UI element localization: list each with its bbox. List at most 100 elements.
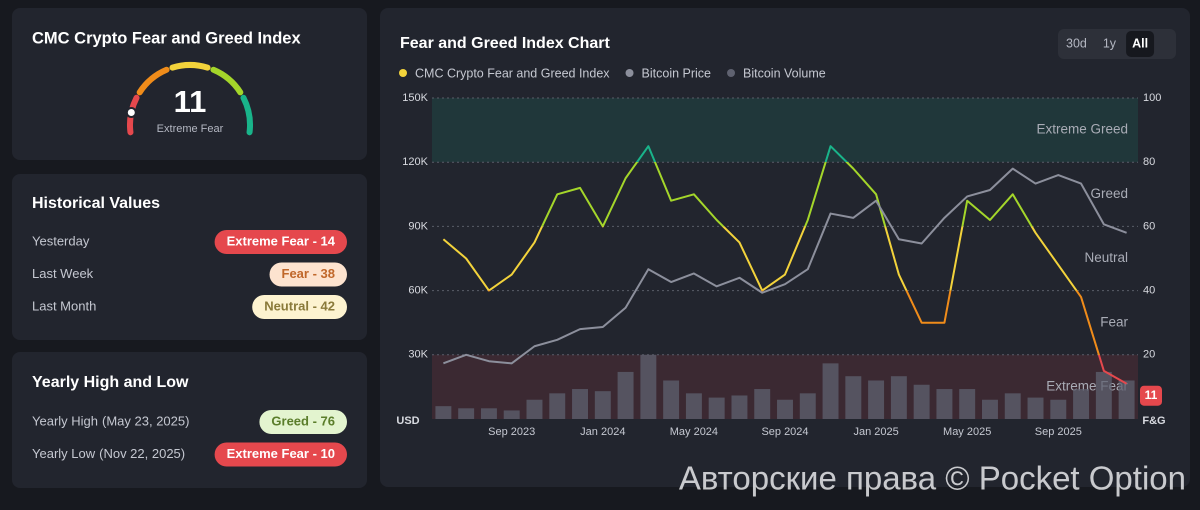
row-label: Yesterday (32, 233, 90, 248)
y2-tick-label: 60 (1143, 220, 1155, 232)
y-tick-label: 60K (408, 285, 428, 297)
badge (259, 410, 347, 434)
volume-bar (526, 399, 543, 419)
gauge-segment (136, 66, 170, 96)
x-tick-label: Sep 2024 (761, 426, 808, 438)
volume-bar (572, 389, 589, 419)
x-tick-label: Sep 2025 (1035, 426, 1082, 438)
row-label: Yearly High (32, 413, 98, 428)
legend-label: Bitcoin Price (642, 66, 712, 80)
zone-label: Neutral (1084, 250, 1128, 265)
zone-label: Greed (1090, 186, 1128, 201)
gauge-value: 11 (174, 84, 207, 119)
chart-card (380, 8, 1190, 487)
zone-band (432, 98, 1138, 163)
gauge-label: Extreme Fear (157, 123, 224, 135)
badge-text: Fear - 38 (282, 266, 335, 281)
volume-bar (959, 389, 976, 419)
volume-bar (503, 410, 520, 419)
volume-bar (1073, 389, 1090, 419)
volume-bar (890, 376, 907, 419)
price-line (443, 167, 1127, 365)
volume-bar (663, 380, 680, 419)
y-tick-label: 90K (408, 220, 428, 232)
badge (214, 230, 347, 254)
gauge-title: CMC Crypto Fear and Greed Index (32, 29, 301, 47)
zone-label: Extreme Greed (1036, 122, 1128, 137)
x-tick-label: Jan 2025 (853, 426, 898, 438)
tab[interactable]: All (1132, 36, 1148, 50)
tab-bg[interactable] (1126, 31, 1155, 57)
current-value: 11 (1145, 388, 1158, 402)
y-tick-label: 150K (402, 92, 428, 104)
volume-bar (845, 376, 862, 419)
gauge-marker (125, 107, 137, 119)
row-label: Last Week (32, 266, 94, 281)
row-date: (Nov 22, 2025) (99, 446, 185, 461)
row-label: Last Month (32, 298, 96, 313)
legend-label: CMC Crypto Fear and Greed Index (415, 66, 610, 80)
historical-title: Historical Values (32, 195, 160, 212)
y-axis-label: USD (396, 415, 419, 427)
volume-bar (1004, 393, 1021, 419)
yearly-title: Yearly High and Low (32, 374, 189, 391)
volume-bar (981, 399, 998, 419)
volume-bar (549, 393, 566, 419)
fear-greed-line (442, 145, 1128, 385)
badge (214, 442, 347, 467)
volume-bar (640, 354, 657, 419)
legend-swatch (625, 69, 634, 77)
volume-bar (731, 395, 748, 419)
badge-text: Neutral - 42 (264, 298, 335, 313)
x-tick-label: Jan 2024 (580, 426, 625, 438)
volume-bar (458, 408, 475, 419)
volume-bar (822, 363, 839, 419)
volume-bar (936, 389, 953, 419)
legend-label: Bitcoin Volume (743, 66, 826, 80)
volume-bar (435, 406, 452, 419)
y2-tick-label: 40 (1143, 285, 1155, 297)
tab[interactable]: 1y (1103, 36, 1117, 50)
volume-bar (594, 391, 611, 419)
y2-tick-label: 80 (1143, 156, 1155, 168)
badge (269, 262, 347, 287)
gauge-segment (169, 62, 211, 71)
badge (252, 295, 347, 319)
volume-bar (868, 380, 885, 419)
badge-text: Greed - 76 (271, 413, 335, 428)
badge-text: Extreme Fear - 14 (227, 233, 336, 248)
volume-bar (777, 399, 793, 419)
x-tick-label: May 2024 (670, 426, 718, 438)
current-badge (1140, 385, 1162, 406)
legend-swatch (727, 69, 736, 77)
volume-bar (1118, 380, 1135, 419)
gauge-card (12, 8, 367, 160)
y2-tick-label: 100 (1143, 92, 1161, 104)
volume-bar (708, 397, 725, 419)
volume-bar (799, 393, 816, 419)
volume-bar (685, 393, 702, 419)
x-tick-label: May 2025 (943, 426, 991, 438)
volume-bar (1095, 371, 1112, 419)
gauge-segment (210, 66, 244, 96)
volume-bar (1027, 397, 1044, 419)
y-tick-label: 30K (408, 349, 428, 361)
tab[interactable]: 30d (1066, 36, 1087, 50)
volume-bar (754, 389, 771, 419)
y2-axis-label: F&G (1142, 415, 1165, 427)
gauge-segment (240, 94, 253, 136)
badge-text: Extreme Fear - 10 (227, 446, 335, 461)
volume-bar (1050, 399, 1067, 419)
volume-bar (617, 371, 634, 419)
y2-tick-label: 20 (1143, 349, 1155, 361)
chart-title: Fear and Greed Index Chart (400, 35, 611, 52)
volume-bar (913, 384, 930, 419)
row-date: (May 23, 2025) (102, 413, 189, 428)
watermark: Авторские права © Pocket Option (679, 460, 1186, 497)
x-tick-label: Sep 2023 (488, 426, 535, 438)
zone-label: Fear (1100, 314, 1128, 329)
row-label: Yearly Low (32, 446, 96, 461)
volume-bar (480, 408, 497, 419)
